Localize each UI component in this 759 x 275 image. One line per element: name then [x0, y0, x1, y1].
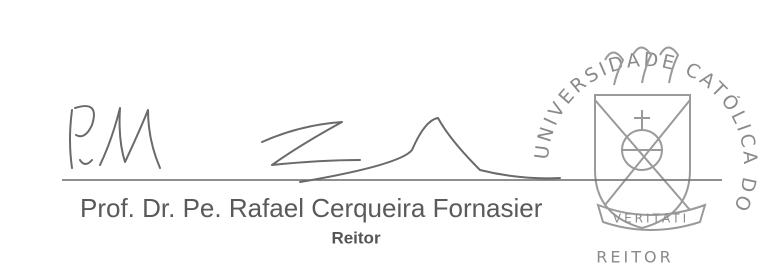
seal-motto: VERITATI — [613, 212, 689, 226]
seal-ring-path: UNIVERSIDADE CATÓLICA DO SALVADOR — [0, 0, 759, 217]
signer-role: Reitor — [331, 228, 381, 247]
signer-name: Prof. Dr. Pe. Rafael Cerqueira Fornasier — [80, 193, 543, 223]
signature-block: UNIVERSIDADE CATÓLICA DO SALVADOR VERITA… — [0, 0, 759, 275]
seal-bottom-text: REITOR — [596, 248, 673, 267]
seal: UNIVERSIDADE CATÓLICA DO SALVADOR VERITA… — [0, 0, 759, 267]
seal-cross — [622, 110, 662, 150]
seal-ring-text: UNIVERSIDADE CATÓLICA DO SALVADOR — [0, 0, 759, 217]
signature-ink — [70, 106, 560, 182]
